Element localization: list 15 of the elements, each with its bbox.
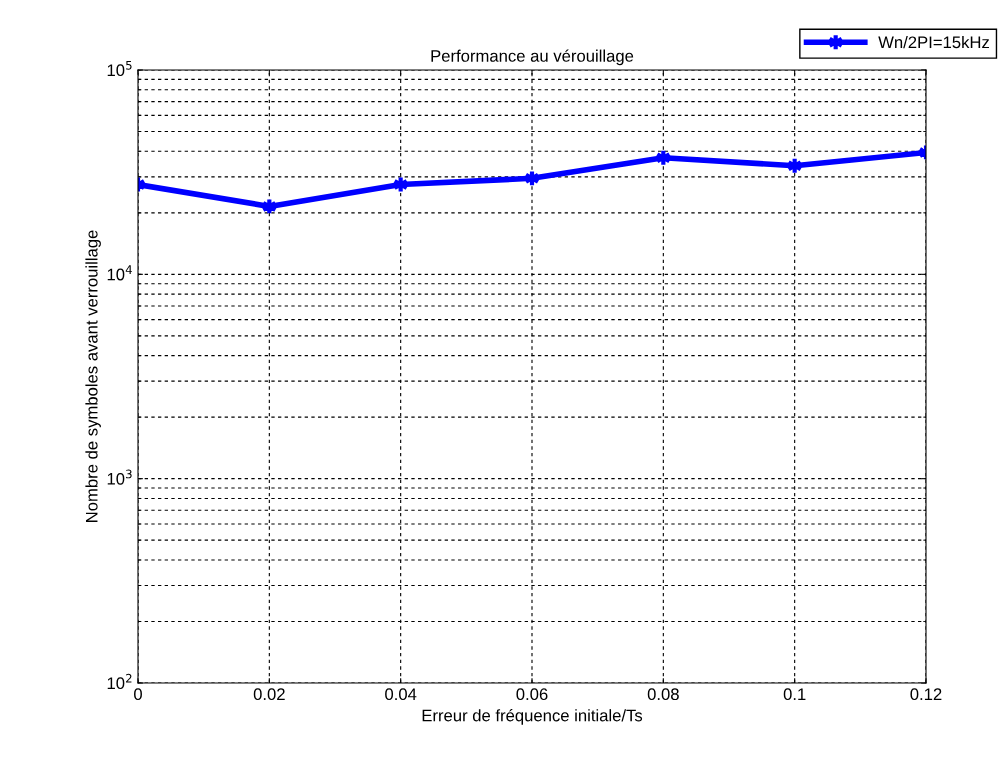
x-tick-label: 0.02 <box>253 688 285 701</box>
x-tick-label: 0.1 <box>783 688 806 701</box>
x-tick-label: 0.12 <box>910 688 942 701</box>
y-tick-label: 10$^{4}$ <box>107 265 132 281</box>
x-tick-label: 0.08 <box>647 688 679 701</box>
x-tick-label: 0.06 <box>516 688 548 701</box>
y-tick-label: 10$^{2}$ <box>107 673 132 690</box>
y-axis-title: Nombre de symboles avant verrouillage <box>85 230 101 522</box>
y-tick-label: 10$^{5}$ <box>107 61 132 77</box>
legend-label: Wn/2PI=15kHz <box>878 35 989 49</box>
y-tick-label: 10$^{3}$ <box>107 469 132 485</box>
chart-title: Performance au vérouillage <box>431 49 634 66</box>
x-axis-title: Erreur de fréquence initiale/Ts <box>422 708 643 725</box>
x-tick-label: 0 <box>134 688 142 701</box>
x-tick-label: 0.04 <box>385 688 417 701</box>
